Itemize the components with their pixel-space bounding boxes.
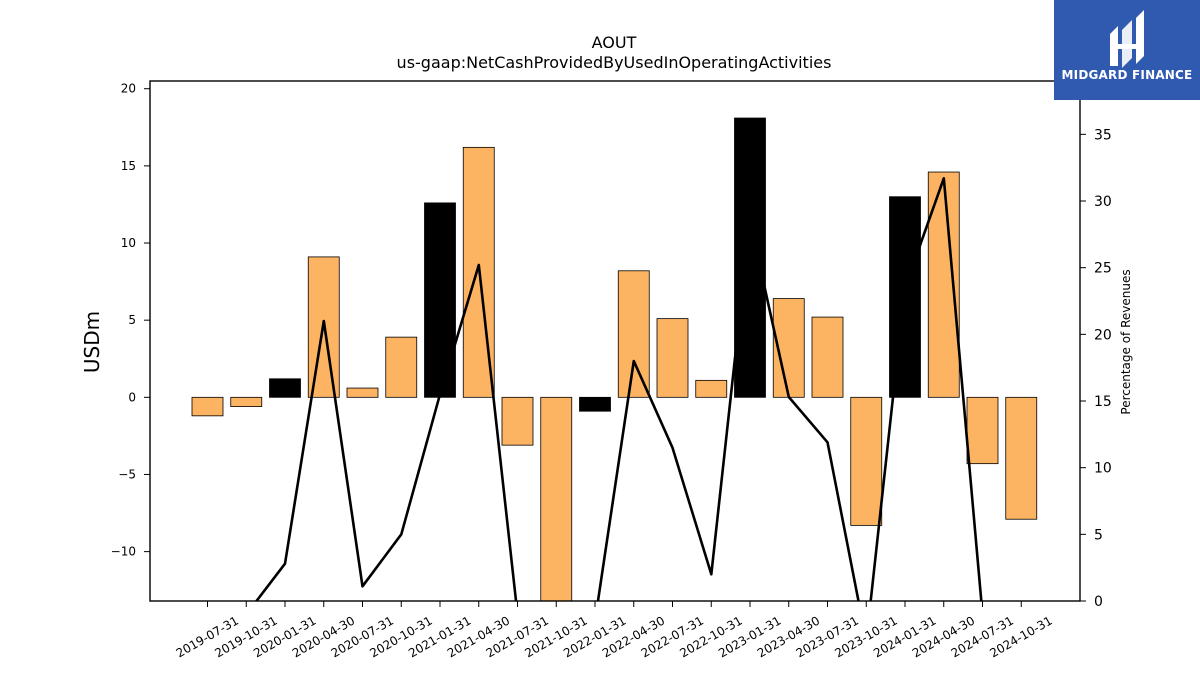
y-tick-label: 20 [121, 82, 136, 96]
bar [346, 387, 379, 398]
y-tick-label: 10 [121, 236, 136, 250]
y-tick-label: −10 [111, 545, 136, 559]
right-y-tick-label: 10 [1094, 461, 1112, 477]
bar [540, 396, 573, 601]
bar [579, 396, 611, 412]
plot-frame [149, 80, 1081, 602]
right-y-tick-label: 35 [1094, 127, 1112, 143]
bar [966, 396, 999, 465]
y-axis-label-left: USDm [80, 311, 104, 373]
bar [811, 316, 844, 398]
bar [424, 202, 456, 398]
bar [695, 379, 728, 398]
logo-mark-icon [1110, 10, 1144, 68]
logo-text: MIDGARD FINANCE [1061, 68, 1193, 82]
right-y-tick-label: 5 [1094, 527, 1103, 543]
bar [656, 318, 689, 398]
y-tick-label: −5 [118, 467, 136, 481]
right-y-tick-label: 20 [1094, 327, 1112, 343]
bar [191, 396, 224, 417]
y-tick-label: 15 [121, 159, 136, 173]
y-axis-label-right: Percentage of Revenues [1119, 269, 1133, 414]
right-y-tick-label: 0 [1094, 594, 1103, 610]
bar [734, 117, 766, 398]
y-tick-label: 0 [128, 390, 136, 404]
line-series [254, 177, 983, 601]
bar [269, 378, 301, 398]
chart-subtitle: us-gaap:NetCashProvidedByUsedInOperating… [397, 53, 832, 72]
right-y-tick-label: 30 [1094, 194, 1112, 210]
y-tick-label: 5 [128, 313, 136, 327]
bar [230, 396, 263, 407]
bar [385, 336, 418, 398]
bar [1005, 396, 1038, 520]
bar [501, 396, 534, 446]
bar [850, 396, 883, 526]
right-y-tick-label: 25 [1094, 261, 1112, 277]
bar [617, 270, 650, 398]
chart-title: AOUT [592, 33, 637, 52]
midgard-finance-logo: MIDGARD FINANCE [1054, 0, 1200, 100]
line-path [254, 177, 983, 601]
bar-series [191, 117, 1038, 601]
right-y-tick-label: 15 [1094, 394, 1112, 410]
